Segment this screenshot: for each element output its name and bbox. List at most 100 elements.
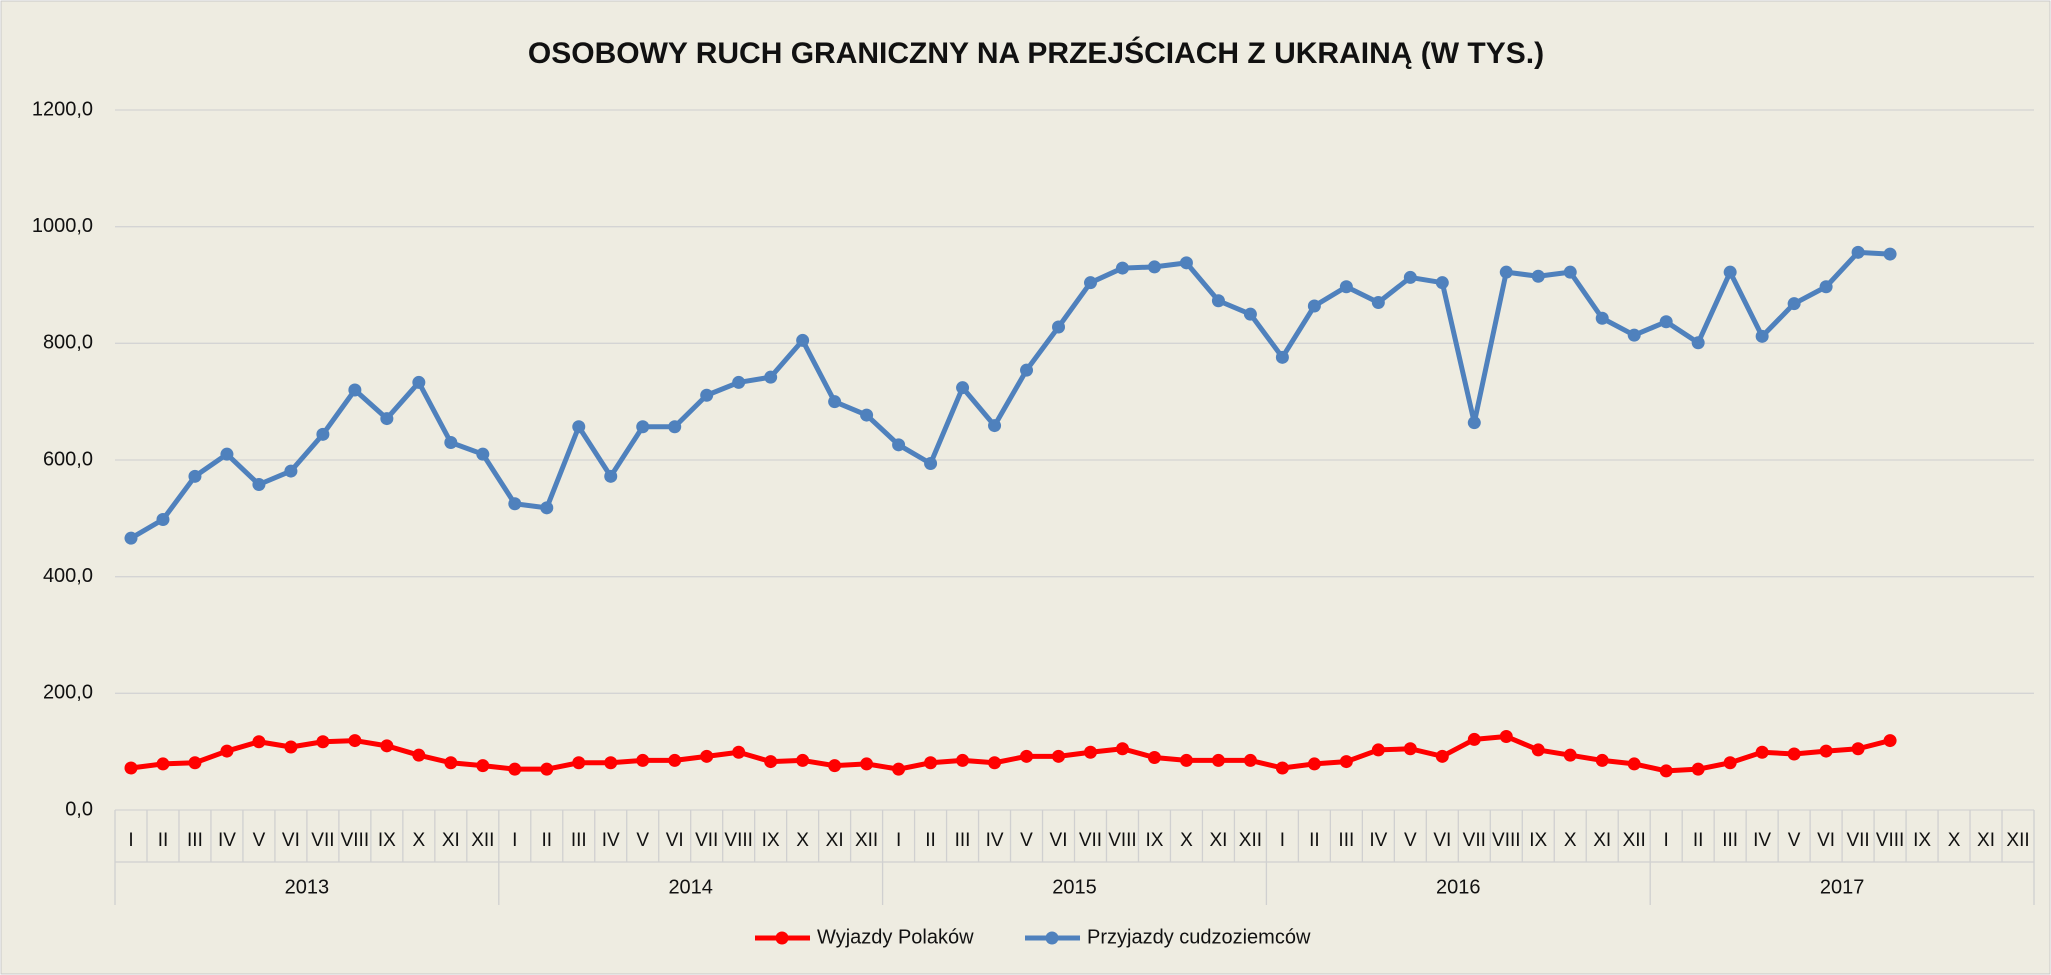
y-tick-label: 1200,0 bbox=[32, 98, 93, 120]
x-tick-label: III bbox=[1722, 830, 1738, 851]
data-point bbox=[1115, 261, 1129, 275]
x-tick-label: VI bbox=[666, 830, 684, 851]
data-point bbox=[700, 388, 714, 402]
x-tick-label: I bbox=[896, 830, 901, 851]
data-point bbox=[1052, 749, 1066, 763]
data-point bbox=[1147, 260, 1161, 274]
data-point bbox=[1179, 256, 1193, 270]
y-tick-label: 600,0 bbox=[43, 448, 93, 470]
x-tick-label: II bbox=[1693, 830, 1704, 851]
data-point bbox=[892, 762, 906, 776]
data-point bbox=[412, 375, 426, 389]
data-point bbox=[988, 756, 1002, 770]
data-point bbox=[732, 745, 746, 759]
data-point bbox=[1659, 315, 1673, 329]
data-point bbox=[1243, 307, 1257, 321]
data-point bbox=[1371, 296, 1385, 309]
data-point bbox=[1499, 730, 1513, 743]
data-point bbox=[860, 408, 874, 422]
data-point bbox=[252, 735, 266, 749]
data-point bbox=[1052, 320, 1066, 334]
x-tick-label: III bbox=[955, 830, 971, 851]
x-tick-label: V bbox=[1020, 830, 1033, 851]
data-point bbox=[1467, 732, 1481, 746]
data-point bbox=[316, 427, 330, 441]
data-point bbox=[1275, 761, 1289, 775]
x-tick-label: XII bbox=[2006, 830, 2029, 851]
x-tick-label: VII bbox=[311, 830, 334, 851]
x-tick-label: III bbox=[1338, 830, 1354, 851]
x-tick-label: IV bbox=[986, 830, 1004, 851]
y-tick-label: 200,0 bbox=[43, 682, 93, 704]
data-point bbox=[444, 436, 458, 449]
x-tick-label: VIII bbox=[1108, 830, 1137, 851]
data-point bbox=[572, 420, 586, 434]
x-tick-label: XI bbox=[1593, 830, 1611, 851]
data-point bbox=[1339, 755, 1353, 769]
data-point bbox=[1851, 245, 1865, 259]
x-tick-label: I bbox=[512, 830, 517, 851]
data-point bbox=[1659, 764, 1673, 778]
x-tick-label: II bbox=[925, 830, 936, 851]
data-point bbox=[284, 740, 298, 754]
data-point bbox=[1211, 753, 1225, 767]
data-point bbox=[1787, 747, 1801, 761]
data-point bbox=[1851, 742, 1865, 756]
series-line bbox=[129, 249, 1891, 541]
x-tick-label: VII bbox=[695, 830, 718, 851]
x-tick-label: VI bbox=[282, 830, 300, 851]
data-point bbox=[1307, 757, 1321, 771]
data-point bbox=[1627, 328, 1641, 342]
data-point bbox=[1627, 757, 1641, 771]
data-point bbox=[796, 333, 810, 347]
x-tick-label: VII bbox=[1846, 830, 1869, 851]
x-tick-label: III bbox=[187, 830, 203, 851]
data-point bbox=[1467, 416, 1481, 430]
y-tick-label: 1000,0 bbox=[32, 215, 93, 237]
data-point bbox=[476, 759, 490, 773]
x-tick-label: X bbox=[1948, 830, 1961, 851]
data-point bbox=[1563, 265, 1577, 279]
data-point bbox=[188, 756, 202, 770]
x-tick-label: II bbox=[1309, 830, 1320, 851]
x-tick-label: VI bbox=[1817, 830, 1835, 851]
data-point bbox=[892, 438, 906, 452]
data-point bbox=[1115, 742, 1129, 756]
data-point bbox=[604, 469, 618, 483]
data-point bbox=[252, 478, 266, 491]
chart-title: OSOBOWY RUCH GRANICZNY NA PRZEJŚCIACH Z … bbox=[528, 36, 1544, 70]
data-point bbox=[1020, 363, 1034, 377]
x-tick-label: IX bbox=[378, 830, 396, 851]
data-point bbox=[636, 420, 650, 434]
data-point bbox=[284, 464, 298, 478]
x-tick-label: XII bbox=[855, 830, 878, 851]
x-tick-label: XI bbox=[442, 830, 460, 851]
data-point bbox=[156, 757, 170, 771]
data-point bbox=[700, 749, 714, 763]
data-point bbox=[380, 412, 394, 426]
y-tick-label: 400,0 bbox=[43, 565, 93, 587]
data-point bbox=[508, 762, 522, 776]
data-point bbox=[924, 457, 938, 470]
legend-label: Wyjazdy Polaków bbox=[817, 926, 974, 948]
data-point bbox=[188, 469, 202, 483]
x-tick-label: VIII bbox=[724, 830, 753, 851]
data-point bbox=[988, 419, 1002, 433]
data-point bbox=[1531, 269, 1545, 283]
data-point bbox=[1403, 270, 1417, 284]
data-point bbox=[1819, 744, 1833, 758]
data-point bbox=[1275, 350, 1289, 364]
data-point bbox=[1435, 749, 1449, 763]
data-point bbox=[476, 447, 490, 461]
data-point bbox=[1883, 247, 1897, 261]
x-tick-label: XII bbox=[471, 830, 494, 851]
x-tick-label: IX bbox=[1145, 830, 1163, 851]
x-tick-label: V bbox=[1788, 830, 1801, 851]
data-point bbox=[1211, 294, 1225, 308]
x-tick-label: VII bbox=[1079, 830, 1102, 851]
data-point bbox=[1435, 276, 1449, 290]
x-tick-label: IV bbox=[1369, 830, 1387, 851]
data-point bbox=[636, 753, 650, 767]
data-point bbox=[828, 395, 842, 409]
